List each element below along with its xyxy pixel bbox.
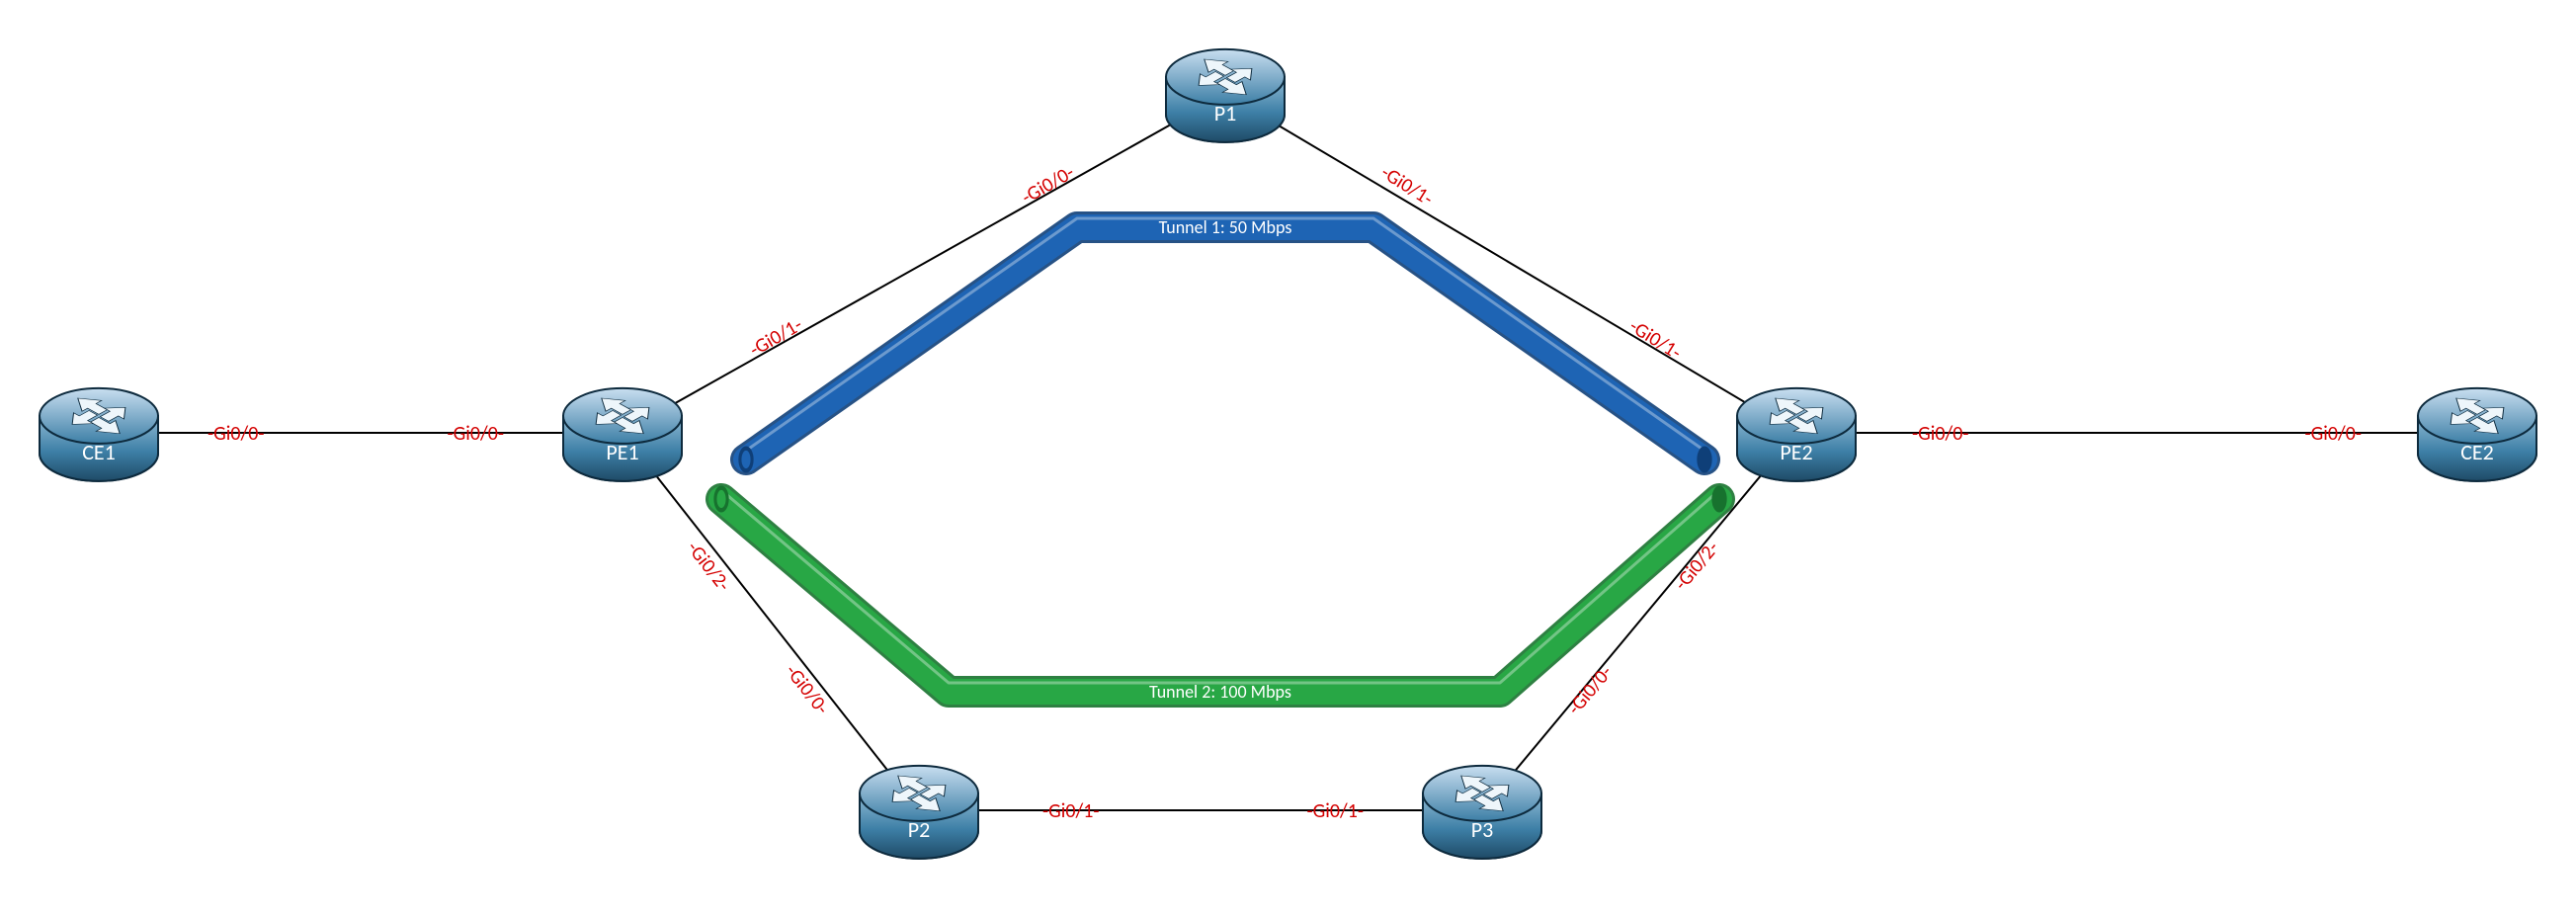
router-label: P1 xyxy=(1214,100,1237,126)
iface-label: -Gi0/0- xyxy=(2305,422,2362,446)
t2-label: Tunnel 2: 100 Mbps xyxy=(1149,681,1291,703)
router-PE1: PE1 xyxy=(563,388,682,481)
iface-label: -Gi0/0- xyxy=(1912,422,1968,446)
router-label: P2 xyxy=(908,816,931,843)
router-P1: P1 xyxy=(1166,49,1285,142)
iface-label: -Gi0/0- xyxy=(448,422,504,446)
router-label: CE2 xyxy=(2460,439,2494,465)
router-label: P3 xyxy=(1471,816,1494,843)
router-CE1: CE1 xyxy=(40,388,158,481)
t1: Tunnel 1: 50 Mbps xyxy=(739,216,1711,472)
link-PE1-P1 xyxy=(623,94,1225,433)
link-P1-PE2 xyxy=(1225,94,1796,433)
router-P2: P2 xyxy=(860,766,978,859)
interface-labels: -Gi0/0- -Gi0/0- -Gi0/1- -Gi0/0- -Gi0/1- -Gi0/… xyxy=(208,158,2362,823)
t1-label: Tunnel 1: 50 Mbps xyxy=(1159,216,1292,238)
iface-label: -Gi0/1- xyxy=(1042,799,1099,823)
router-CE2: CE2 xyxy=(2418,388,2536,481)
router-PE2: PE2 xyxy=(1737,388,1856,481)
iface-label: -Gi0/0- xyxy=(208,422,264,446)
link-P3-PE2 xyxy=(1482,433,1796,810)
router-label: CE1 xyxy=(82,439,116,465)
iface-label: -Gi0/1- xyxy=(1307,799,1364,823)
t2: Tunnel 2: 100 Mbps xyxy=(714,486,1726,703)
router-P3: P3 xyxy=(1423,766,1541,859)
router-label: PE1 xyxy=(606,439,638,465)
router-label: PE2 xyxy=(1780,439,1812,465)
